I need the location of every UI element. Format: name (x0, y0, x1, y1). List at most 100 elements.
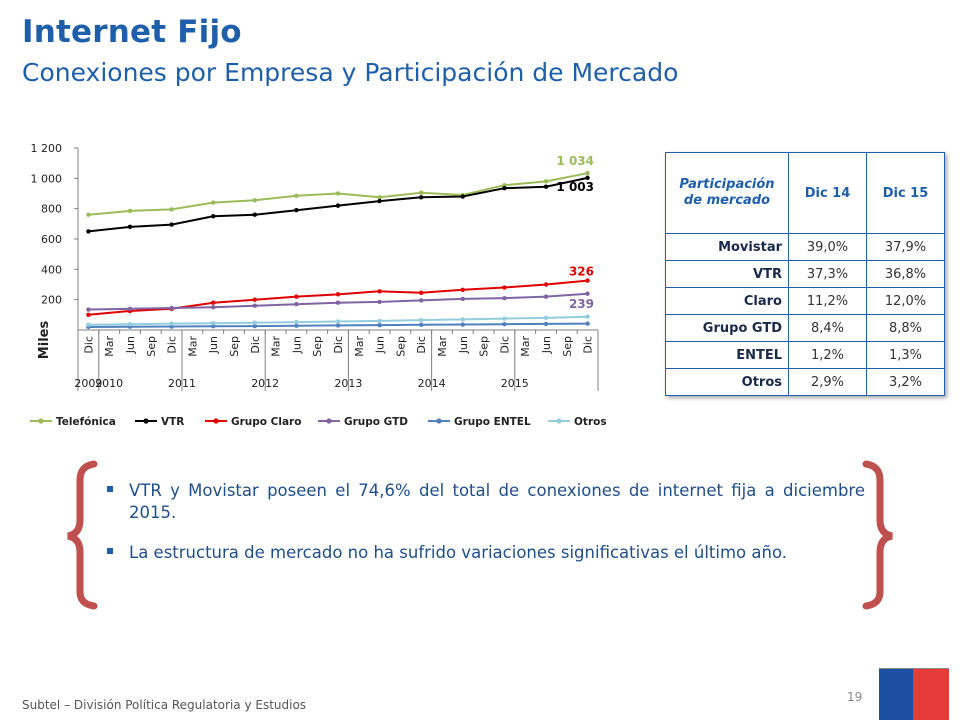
legend-label: VTR (161, 416, 184, 428)
data-point (294, 207, 299, 213)
year-label: 2015 (501, 377, 529, 390)
x-tick-label: Jun (290, 336, 303, 354)
x-tick-label: Dic (332, 336, 345, 354)
y-tick-label: 400 (41, 263, 62, 276)
data-point (86, 307, 91, 312)
data-point (252, 323, 257, 329)
data-point (419, 195, 424, 200)
table-row: Otros 2,9% 3,2% (665, 368, 945, 396)
series-end-label: 1 003 (556, 180, 594, 194)
data-point (377, 289, 382, 294)
legend-marker (436, 418, 442, 424)
data-point (127, 322, 133, 327)
data-point (377, 195, 382, 200)
market-share-table: Participación de mercado Dic 14 Dic 15 M… (665, 152, 945, 396)
data-point (502, 182, 507, 188)
x-tick-label: Dic (82, 336, 95, 354)
data-point (169, 207, 174, 212)
data-point (502, 316, 507, 321)
data-point (294, 319, 299, 325)
x-tick-label: Jun (457, 336, 470, 354)
data-point (335, 323, 341, 328)
data-point (86, 312, 91, 318)
data-point (585, 291, 590, 296)
flag-red-icon (913, 668, 949, 720)
data-point (86, 322, 91, 327)
data-point (252, 303, 257, 308)
row-dic15: 8,8% (866, 314, 945, 342)
data-point (211, 305, 216, 310)
x-tick-label: Sep (228, 336, 241, 357)
data-point (211, 214, 216, 219)
data-point (543, 321, 549, 327)
bullet-text: VTR y Movistar poseen el 74,6% del total… (129, 481, 865, 522)
data-point (211, 200, 216, 205)
x-tick-label: Dic (415, 336, 428, 354)
legend-marker (556, 418, 562, 424)
table-row: ENTEL 1,2% 1,3% (665, 341, 945, 369)
table-header-dic14: Dic 14 (788, 152, 867, 234)
year-label: 2009 (74, 377, 102, 390)
data-point (502, 285, 507, 290)
page-title: Internet Fijo (22, 14, 242, 50)
year-label: 2012 (251, 377, 279, 390)
legend-marker (326, 418, 332, 424)
data-point (460, 194, 465, 199)
legend-label: Otros (574, 416, 607, 428)
data-point (585, 175, 590, 181)
data-point (585, 170, 590, 176)
list-item: La estructura de mercado no ha sufrido v… (105, 542, 865, 564)
data-point (377, 299, 382, 305)
data-point (252, 212, 257, 217)
year-label: 2013 (334, 377, 362, 390)
row-dic14: 2,9% (788, 368, 867, 396)
data-point (543, 179, 549, 184)
left-brace-icon (67, 460, 98, 610)
data-point (585, 314, 590, 319)
flag-blue-icon (879, 668, 913, 720)
x-tick-label: Dic (582, 336, 595, 354)
data-point (294, 302, 299, 307)
data-point (86, 229, 91, 234)
data-point (211, 324, 216, 329)
data-point (377, 198, 382, 204)
x-tick-label: Dic (249, 336, 262, 354)
data-point (419, 317, 424, 323)
data-point (294, 294, 299, 299)
data-point (294, 193, 299, 198)
data-point (543, 282, 549, 287)
data-point (127, 224, 133, 230)
row-dic15: 36,8% (866, 260, 945, 288)
legend-marker (213, 418, 219, 424)
data-point (335, 300, 341, 305)
x-tick-label: Jun (207, 336, 220, 354)
row-dic14: 37,3% (788, 260, 867, 288)
page-subtitle: Conexiones por Empresa y Participación d… (22, 58, 679, 87)
bullet-list: VTR y Movistar poseen el 74,6% del total… (105, 480, 865, 582)
data-point (335, 203, 341, 208)
legend-label: Grupo Claro (231, 416, 301, 428)
data-point (377, 322, 382, 328)
flag-divider (879, 668, 949, 669)
data-point (585, 278, 590, 283)
series-end-label: 239 (569, 297, 594, 311)
data-point (377, 318, 382, 324)
x-tick-label: Sep (478, 336, 491, 357)
bullet-square-icon (107, 486, 113, 492)
data-point (419, 290, 424, 296)
x-tick-label: Jun (124, 336, 137, 354)
x-tick-label: Mar (436, 336, 449, 357)
data-point (419, 298, 424, 303)
data-point (460, 287, 465, 293)
row-dic15: 1,3% (866, 341, 945, 369)
data-point (419, 190, 424, 195)
year-label: 2014 (418, 377, 446, 390)
data-point (252, 320, 257, 325)
table-row: VTR 37,3% 36,8% (665, 260, 945, 288)
data-point (502, 322, 507, 327)
data-point (460, 296, 465, 302)
row-dic15: 3,2% (866, 368, 945, 396)
row-name: ENTEL (665, 341, 789, 369)
x-tick-label: Mar (103, 336, 116, 357)
